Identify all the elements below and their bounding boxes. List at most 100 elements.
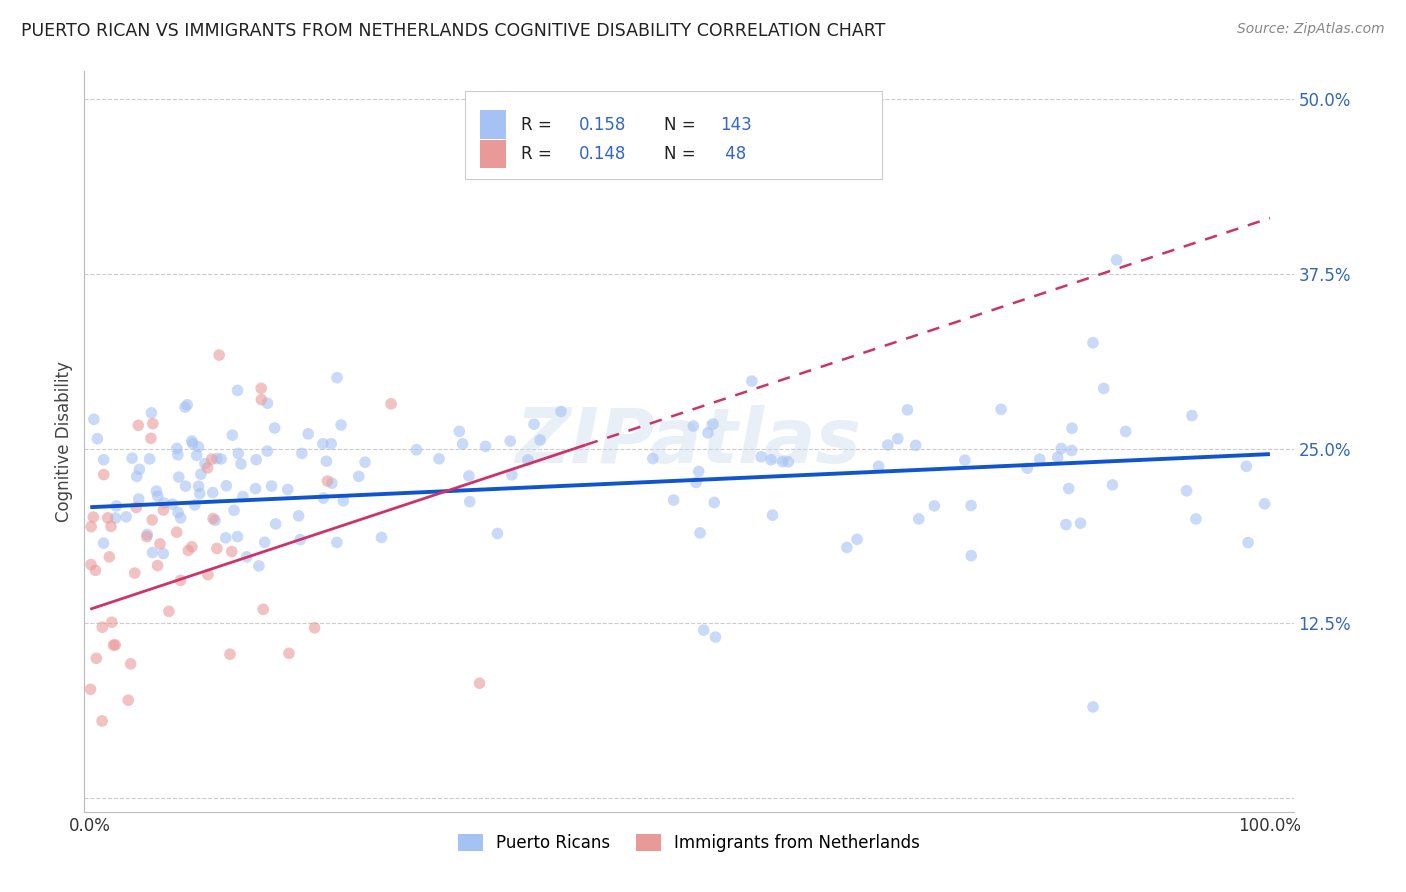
Text: R =: R = [520, 116, 557, 134]
Point [157, 604, 180, 618]
Point [97, 511, 120, 525]
Point [115, 509, 138, 524]
Point [1185, 512, 1208, 526]
Point [79, 682, 101, 697]
Point [100, 519, 122, 533]
Point [174, 479, 197, 493]
Point [141, 545, 163, 559]
Point [277, 483, 299, 497]
Point [176, 398, 198, 412]
Point [128, 462, 150, 476]
Point [326, 370, 349, 384]
Point [145, 484, 167, 499]
Point [250, 392, 273, 407]
Point [1060, 443, 1083, 458]
Text: N =: N = [664, 116, 700, 134]
Point [291, 446, 314, 460]
Point [1081, 700, 1104, 714]
Point [187, 440, 209, 454]
Text: 0.148: 0.148 [579, 145, 626, 163]
FancyBboxPatch shape [465, 91, 883, 178]
Point [316, 474, 339, 488]
Point [868, 459, 890, 474]
Point [80, 519, 103, 533]
Point [188, 486, 211, 500]
Point [458, 494, 481, 508]
Point [80, 558, 103, 572]
Point [907, 512, 929, 526]
Point [312, 491, 335, 505]
Point [321, 476, 343, 491]
Point [315, 454, 337, 468]
Point [904, 438, 927, 452]
Point [205, 451, 228, 466]
Point [127, 418, 149, 433]
Point [1092, 381, 1115, 395]
Point [209, 452, 232, 467]
Point [91, 620, 114, 634]
Point [1054, 517, 1077, 532]
Text: R =: R = [520, 145, 557, 163]
Point [924, 499, 946, 513]
Point [152, 503, 174, 517]
Point [1060, 421, 1083, 435]
Point [125, 469, 148, 483]
Point [162, 497, 184, 511]
Point [953, 453, 976, 467]
Point [761, 508, 783, 522]
Point [697, 425, 720, 440]
Point [501, 467, 523, 482]
Point [104, 638, 127, 652]
Point [326, 535, 349, 549]
Point [117, 693, 139, 707]
Point [1101, 478, 1123, 492]
Point [125, 500, 148, 515]
Point [245, 482, 267, 496]
Point [146, 558, 169, 573]
Point [232, 490, 254, 504]
Point [1046, 450, 1069, 465]
Point [449, 425, 471, 439]
Point [468, 676, 491, 690]
Point [887, 432, 910, 446]
Point [427, 451, 450, 466]
Point [960, 549, 983, 563]
Text: 0.158: 0.158 [579, 116, 626, 134]
Point [451, 437, 474, 451]
Point [523, 417, 546, 432]
Text: N =: N = [664, 145, 700, 163]
Point [86, 651, 108, 665]
Point [169, 574, 191, 588]
Point [180, 540, 202, 554]
Point [153, 496, 176, 510]
Point [166, 525, 188, 540]
Point [896, 402, 918, 417]
Point [152, 547, 174, 561]
Point [121, 451, 143, 466]
Point [370, 531, 392, 545]
Y-axis label: Cognitive Disability: Cognitive Disability [55, 361, 73, 522]
Point [235, 549, 257, 564]
Point [197, 461, 219, 475]
Point [332, 493, 354, 508]
Point [256, 396, 278, 410]
Point [846, 533, 869, 547]
Point [778, 455, 800, 469]
Point [692, 623, 714, 637]
Point [685, 475, 707, 490]
Point [474, 439, 496, 453]
Point [1057, 482, 1080, 496]
Point [166, 442, 188, 456]
Point [187, 479, 209, 493]
Point [876, 438, 898, 452]
Point [221, 428, 243, 442]
Point [221, 544, 243, 558]
Text: 143: 143 [720, 116, 752, 134]
Point [86, 432, 108, 446]
Text: Source: ZipAtlas.com: Source: ZipAtlas.com [1237, 22, 1385, 37]
FancyBboxPatch shape [479, 140, 506, 169]
Point [149, 537, 172, 551]
Point [354, 455, 377, 469]
Point [215, 531, 238, 545]
Point [529, 433, 551, 447]
